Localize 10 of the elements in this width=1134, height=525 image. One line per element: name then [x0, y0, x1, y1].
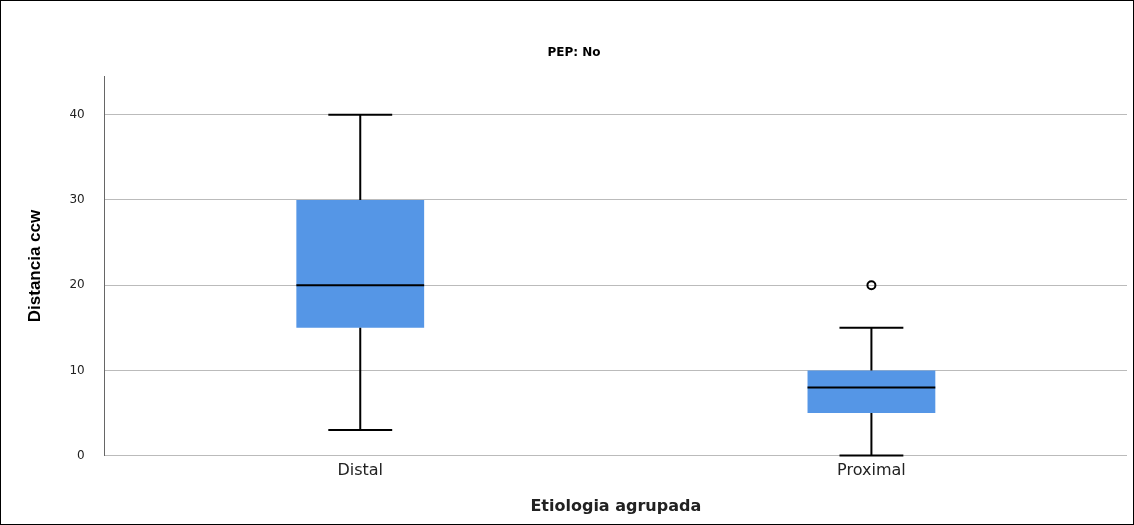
x-axis-title: Etiologia agrupada — [530, 495, 702, 515]
y-tick-label: 10 — [69, 362, 85, 377]
y-tick-label: 0 — [77, 447, 85, 462]
x-tick-label: Distal — [337, 460, 384, 480]
y-tick-label: 40 — [69, 106, 85, 121]
y-tick-label: 30 — [69, 192, 85, 207]
y-axis-title: Distancia ccw — [24, 209, 44, 323]
x-tick-label: Proximal — [837, 460, 906, 480]
y-tick-label: 20 — [69, 277, 85, 292]
chart-title: PEP: No — [547, 45, 601, 60]
